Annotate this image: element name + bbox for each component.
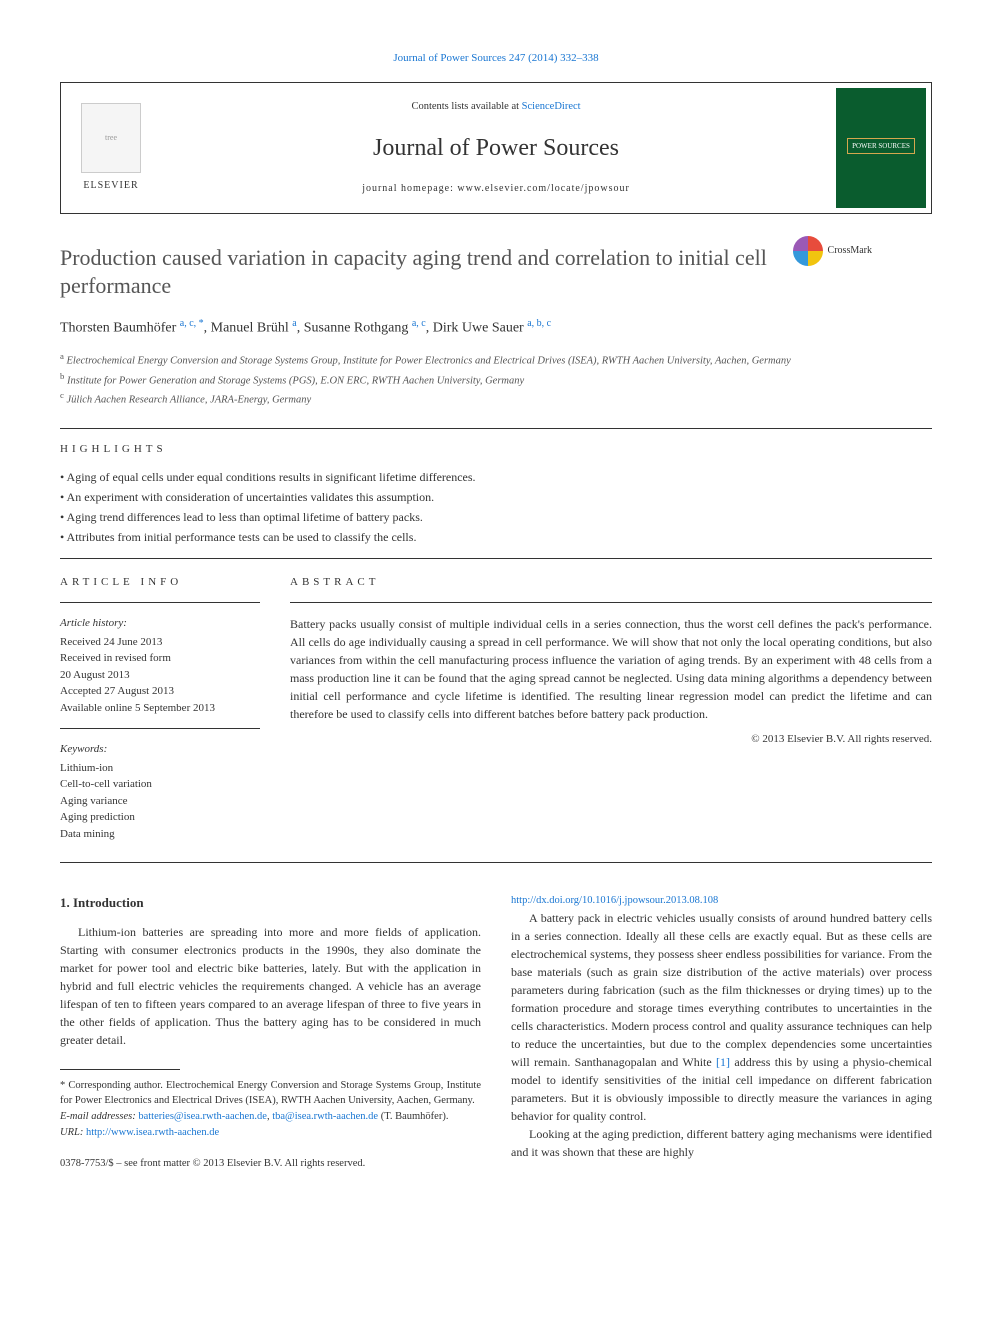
copyright-line: © 2013 Elsevier B.V. All rights reserved… xyxy=(290,731,932,748)
highlight-item: An experiment with consideration of unce… xyxy=(60,488,932,506)
journal-header-box: tree ELSEVIER Contents lists available a… xyxy=(60,82,932,214)
introduction-section: 1. Introduction Lithium-ion batteries ar… xyxy=(60,893,932,1171)
divider xyxy=(60,728,260,729)
highlight-item: Aging trend differences lead to less tha… xyxy=(60,508,932,526)
citation-link[interactable]: Journal of Power Sources 247 (2014) 332–… xyxy=(393,52,598,64)
journal-title: Journal of Power Sources xyxy=(176,130,816,166)
abstract-label: ABSTRACT xyxy=(290,574,932,591)
header-center: Contents lists available at ScienceDirec… xyxy=(161,84,831,211)
email-suffix: (T. Baumhöfer). xyxy=(381,1111,449,1122)
crossmark-label: CrossMark xyxy=(828,243,872,258)
keywords-label: Keywords: xyxy=(60,741,260,758)
reference-link-1[interactable]: [1] xyxy=(716,1055,730,1069)
divider xyxy=(60,428,932,429)
history-label: Article history: xyxy=(60,615,260,632)
info-abstract-row: ARTICLE INFO Article history: Received 2… xyxy=(60,574,932,843)
email-link-1[interactable]: batteries@isea.rwth-aachen.de xyxy=(138,1111,267,1122)
article-info-column: ARTICLE INFO Article history: Received 2… xyxy=(60,574,260,843)
url-label: URL: xyxy=(60,1127,83,1138)
elsevier-label: ELSEVIER xyxy=(83,178,138,193)
crossmark-badge[interactable]: CrossMark xyxy=(793,236,872,266)
elsevier-logo-container: tree ELSEVIER xyxy=(61,88,161,208)
corresponding-text: * Corresponding author. Electrochemical … xyxy=(60,1078,481,1110)
journal-cover-thumbnail: POWER SOURCES xyxy=(836,88,926,208)
body-text-columns: 1. Introduction Lithium-ion batteries ar… xyxy=(60,893,932,1171)
divider xyxy=(60,862,932,863)
authors-line: Thorsten Baumhöfer a, c, *, Manuel Brühl… xyxy=(60,316,932,339)
crossmark-icon xyxy=(793,236,823,266)
divider xyxy=(290,602,932,603)
url-line: URL: http://www.isea.rwth-aachen.de xyxy=(60,1125,481,1141)
divider xyxy=(60,602,260,603)
intro-para-2a: A battery pack in electric vehicles usua… xyxy=(511,911,932,1069)
intro-heading: 1. Introduction xyxy=(60,893,481,913)
highlight-item: Aging of equal cells under equal conditi… xyxy=(60,468,932,486)
email-link-2[interactable]: tba@isea.rwth-aachen.de xyxy=(272,1111,378,1122)
elsevier-tree-icon: tree xyxy=(81,103,141,173)
sciencedirect-link[interactable]: ScienceDirect xyxy=(522,101,581,112)
front-matter-line: 0378-7753/$ – see front matter © 2013 El… xyxy=(60,1156,481,1172)
highlights-list: Aging of equal cells under equal conditi… xyxy=(60,468,932,546)
intro-para-3: Looking at the aging prediction, differe… xyxy=(511,1125,932,1161)
affiliations: a Electrochemical Energy Conversion and … xyxy=(60,350,932,408)
cover-title: POWER SOURCES xyxy=(847,138,915,155)
article-info-label: ARTICLE INFO xyxy=(60,574,260,591)
contents-prefix: Contents lists available at xyxy=(411,101,521,112)
footnote-divider xyxy=(60,1069,180,1070)
contents-line: Contents lists available at ScienceDirec… xyxy=(176,99,816,115)
highlights-label: HIGHLIGHTS xyxy=(60,441,932,458)
journal-homepage: journal homepage: www.elsevier.com/locat… xyxy=(176,181,816,196)
url-link[interactable]: http://www.isea.rwth-aachen.de xyxy=(86,1127,219,1138)
email-label: E-mail addresses: xyxy=(60,1111,136,1122)
doi-link[interactable]: http://dx.doi.org/10.1016/j.jpowsour.201… xyxy=(511,895,718,906)
intro-para-2: A battery pack in electric vehicles usua… xyxy=(511,909,932,1125)
divider xyxy=(60,558,932,559)
intro-para-1: Lithium-ion batteries are spreading into… xyxy=(60,923,481,1049)
highlight-item: Attributes from initial performance test… xyxy=(60,528,932,546)
email-line: E-mail addresses: batteries@isea.rwth-aa… xyxy=(60,1109,481,1125)
journal-citation-link: Journal of Power Sources 247 (2014) 332–… xyxy=(60,50,932,67)
corresponding-author-note: * Corresponding author. Electrochemical … xyxy=(60,1078,481,1141)
abstract-column: ABSTRACT Battery packs usually consist o… xyxy=(290,574,932,843)
history-text: Received 24 June 2013Received in revised… xyxy=(60,634,260,717)
keywords-list: Lithium-ionCell-to-cell variationAging v… xyxy=(60,760,260,843)
abstract-text: Battery packs usually consist of multipl… xyxy=(290,615,932,723)
